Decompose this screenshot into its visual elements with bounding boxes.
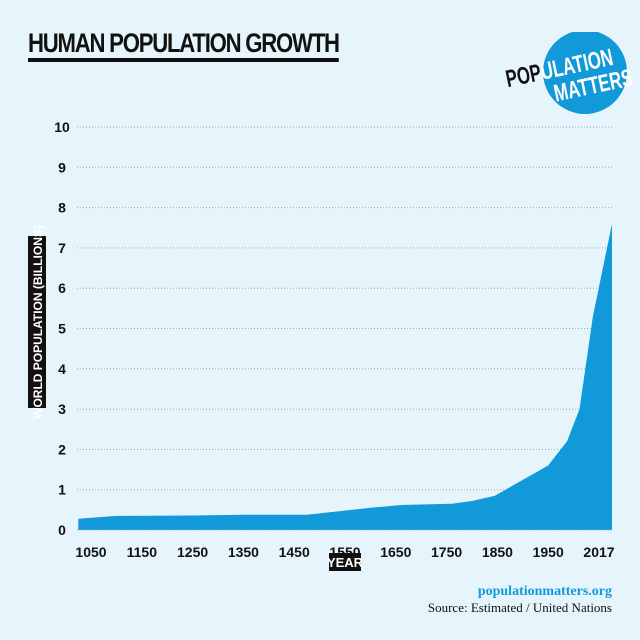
y-tick-label: 10	[54, 119, 70, 135]
x-tick-label: 1650	[380, 544, 411, 560]
population-matters-logo: POPULATION MATTERS	[503, 32, 635, 114]
x-axis-label: YEAR	[327, 555, 364, 570]
x-tick-label: 2017	[583, 544, 614, 560]
y-tick-label: 7	[58, 240, 66, 256]
y-tick-label: 3	[58, 401, 66, 417]
logo-circle	[543, 32, 627, 114]
y-tick-label: 6	[58, 280, 66, 296]
x-tick-label: 1950	[533, 544, 564, 560]
y-tick-label: 4	[58, 361, 66, 377]
ylabel-box	[28, 236, 46, 408]
website-link[interactable]: populationmatters.org	[477, 584, 612, 599]
y-tick-label: 8	[58, 200, 66, 216]
y-tick-label: 0	[58, 522, 66, 538]
source-note: Source: Estimated / United Nations	[427, 600, 612, 615]
chart-title: HUMAN POPULATION GROWTH	[28, 28, 340, 62]
x-tick-label: 1150	[127, 544, 158, 560]
x-tick-label: 1250	[177, 544, 208, 560]
x-tick-label: 1350	[228, 544, 259, 560]
xlabel-box	[329, 553, 361, 571]
x-tick-label: 1050	[75, 544, 106, 560]
y-tick-label: 9	[58, 159, 66, 175]
y-tick-label: 1	[58, 482, 66, 498]
y-axis-label: WORLD POPULATION (BILLIONS)	[31, 225, 45, 419]
population-area	[78, 223, 613, 530]
y-tick-label: 5	[58, 321, 66, 337]
y-axis-label-group: WORLD POPULATION (BILLIONS)	[28, 225, 46, 419]
x-tick-label: 1850	[482, 544, 513, 560]
x-tick-label: 1750	[431, 544, 462, 560]
y-tick-label: 2	[58, 441, 66, 457]
x-tick-label: 1450	[279, 544, 310, 560]
